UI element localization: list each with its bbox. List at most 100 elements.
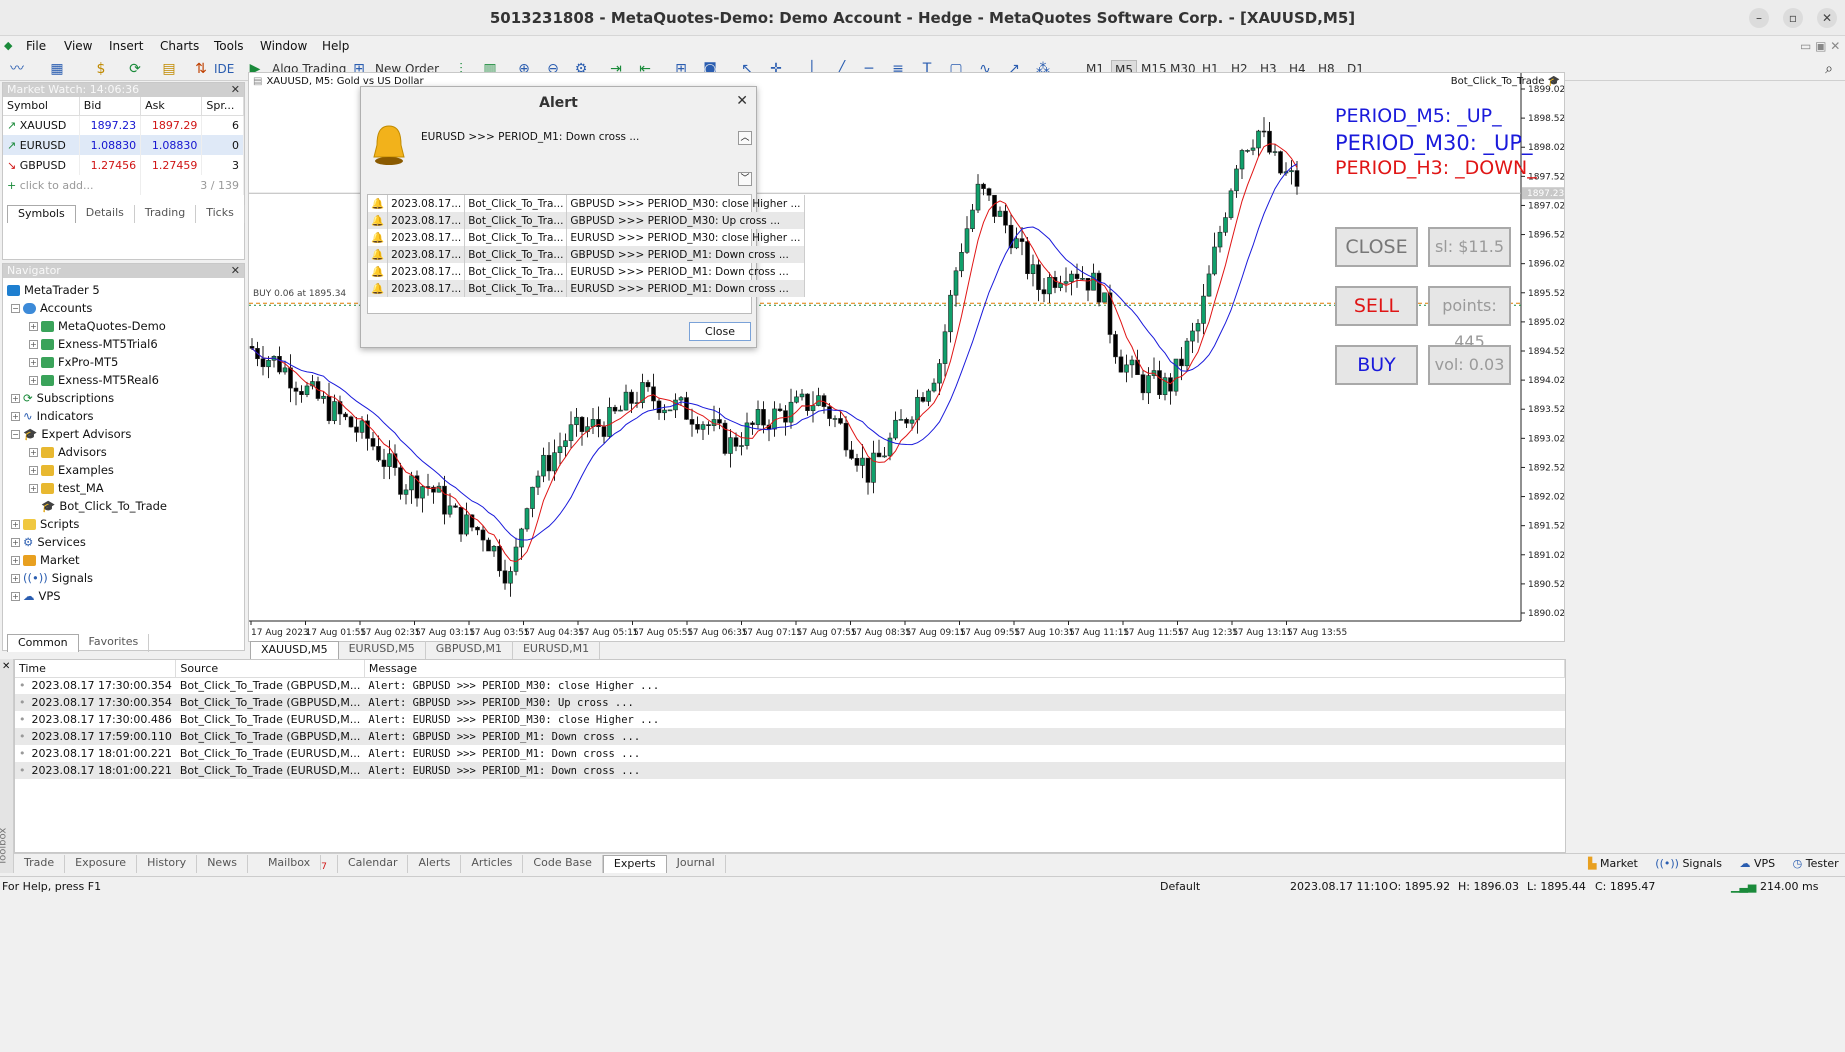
expand-icon[interactable]: + bbox=[11, 574, 20, 583]
tab-journal[interactable]: Journal bbox=[667, 855, 726, 873]
new-order-icon[interactable]: ⊞ bbox=[353, 61, 365, 77]
add-symbol-placeholder[interactable]: click to add... bbox=[19, 178, 94, 192]
chart-menu-icon[interactable]: ▤ bbox=[253, 76, 263, 87]
expand-icon[interactable]: + bbox=[29, 376, 38, 385]
folder-icon[interactable]: ▤ bbox=[162, 61, 176, 77]
alert-row[interactable]: 🔔 2023.08.17... Bot_Click_To_Tra... EURUSD … bbox=[368, 229, 805, 246]
menu-file[interactable]: File bbox=[26, 39, 47, 53]
nav-account-fxpro[interactable]: + FxPro-MT5 bbox=[29, 354, 118, 370]
table-row[interactable]: ↘ GBPUSD 1.27456 1.27459 3 bbox=[3, 155, 244, 175]
grid-icon[interactable]: ⊞ bbox=[675, 61, 687, 77]
expand-icon[interactable]: + bbox=[11, 556, 20, 565]
tab-news[interactable]: News bbox=[197, 855, 248, 873]
tester-link[interactable]: Tester bbox=[1805, 857, 1839, 870]
tab-alerts[interactable]: Alerts bbox=[408, 855, 462, 873]
maximize-button[interactable]: ▫ bbox=[1783, 8, 1803, 28]
column-header[interactable]: Ask bbox=[140, 97, 203, 116]
vertical-line-icon[interactable]: │ bbox=[807, 61, 817, 77]
nav-indicators[interactable]: + ∿ Indicators bbox=[11, 408, 93, 424]
autoscroll-icon[interactable]: ⇥ bbox=[610, 61, 622, 77]
expand-icon[interactable]: + bbox=[29, 448, 38, 457]
close-window-button[interactable]: ✕ bbox=[1817, 8, 1837, 28]
objects-icon[interactable]: ↗ bbox=[1008, 61, 1020, 77]
expand-icon[interactable]: + bbox=[11, 394, 20, 403]
nav-vps[interactable]: + ☁ VPS bbox=[11, 588, 61, 604]
expand-icon[interactable]: + bbox=[29, 340, 38, 349]
tab-common[interactable]: Common bbox=[7, 634, 79, 652]
table-row[interactable]: • 2023.08.17 18:01:00.221 Bot_Click_To_Tra… bbox=[15, 762, 1565, 779]
tab-code-base[interactable]: Code Base bbox=[523, 855, 603, 873]
status-profile[interactable]: Default bbox=[1160, 880, 1201, 893]
menu-window[interactable]: Window bbox=[260, 39, 308, 53]
buy-button[interactable]: BUY bbox=[1335, 345, 1418, 385]
cursor-icon[interactable]: ↖ bbox=[741, 61, 753, 77]
nav-signals[interactable]: + ((•)) Signals bbox=[11, 570, 93, 586]
tab-chart-xauusd-m5[interactable]: XAUUSD,M5 bbox=[250, 641, 339, 659]
nav-examples[interactable]: + Examples bbox=[29, 462, 114, 478]
zoom-out-icon[interactable]: ⊖ bbox=[547, 61, 559, 77]
new-chart-icon[interactable]: ▦ bbox=[50, 61, 64, 77]
table-row[interactable]: • 2023.08.17 18:01:00.221 Bot_Click_To_Tra… bbox=[15, 745, 1565, 762]
menu-charts[interactable]: Charts bbox=[160, 39, 200, 53]
alert-row[interactable]: 🔔 2023.08.17... Bot_Click_To_Tra... GBPUSD … bbox=[368, 195, 805, 212]
expand-icon[interactable]: + bbox=[11, 412, 20, 421]
horizontal-line-icon[interactable]: ─ bbox=[864, 61, 874, 77]
table-row[interactable]: • 2023.08.17 17:30:00.354 Bot_Click_To_Tra… bbox=[15, 677, 1565, 694]
expand-icon[interactable]: + bbox=[29, 322, 38, 331]
menu-view[interactable]: View bbox=[64, 39, 93, 53]
nav-scripts[interactable]: + Scripts bbox=[11, 516, 79, 532]
nav-account-exness-trial[interactable]: + Exness-MT5Trial6 bbox=[29, 336, 158, 352]
close-icon[interactable]: ✕ bbox=[230, 83, 240, 96]
nav-account-exness-real[interactable]: + Exness-MT5Real6 bbox=[29, 372, 159, 388]
zoom-in-icon[interactable]: ⊕ bbox=[518, 61, 530, 77]
alert-row[interactable]: 🔔 2023.08.17... Bot_Click_To_Tra... GBPUSD … bbox=[368, 246, 805, 263]
tab-chart-eurusd-m5[interactable]: EURUSD,M5 bbox=[339, 641, 426, 659]
close-position-button[interactable]: CLOSE bbox=[1335, 227, 1418, 267]
collapse-icon[interactable]: − bbox=[11, 430, 20, 439]
expand-icon[interactable]: + bbox=[29, 466, 38, 475]
nav-account-metaquotes[interactable]: + MetaQuotes-Demo bbox=[29, 318, 166, 334]
expand-icon[interactable]: + bbox=[11, 592, 20, 601]
ide-button[interactable]: IDE bbox=[214, 62, 235, 76]
column-header[interactable]: Symbol bbox=[3, 97, 80, 116]
alert-row[interactable]: 🔔 2023.08.17... Bot_Click_To_Tra... GBPUSD … bbox=[368, 212, 805, 229]
strategy-icon[interactable]: ⇅ bbox=[195, 61, 207, 77]
expand-icon[interactable]: + bbox=[11, 520, 20, 529]
column-header[interactable]: Bid bbox=[79, 97, 142, 116]
expand-icon[interactable]: + bbox=[29, 484, 38, 493]
tab-exposure[interactable]: Exposure bbox=[65, 855, 138, 873]
indicator-icon[interactable]: ∿ bbox=[979, 61, 991, 77]
alert-row[interactable]: 🔔 2023.08.17... Bot_Click_To_Tra... EURUSD … bbox=[368, 280, 805, 297]
refresh-icon[interactable]: ⟳ bbox=[129, 61, 141, 77]
tab-ticks[interactable]: Ticks bbox=[196, 205, 245, 223]
tab-details[interactable]: Details bbox=[76, 205, 135, 223]
expand-icon[interactable]: + bbox=[11, 538, 20, 547]
nav-services[interactable]: + ⚙ Services bbox=[11, 534, 86, 550]
crosshair-icon[interactable]: ✛ bbox=[770, 61, 782, 77]
tab-chart-eurusd-m1[interactable]: EURUSD,M1 bbox=[513, 641, 601, 659]
trendline-icon[interactable]: ╱ bbox=[836, 61, 846, 77]
menu-help[interactable]: Help bbox=[322, 39, 350, 53]
market-link[interactable]: Market bbox=[1599, 857, 1638, 870]
tab-chart-gbpusd-m1[interactable]: GBPUSD,M1 bbox=[426, 641, 513, 659]
menu-tools[interactable]: Tools bbox=[214, 39, 244, 53]
add-symbol-row[interactable]: + click to add... 3 / 139 bbox=[3, 175, 244, 195]
scroll-up-icon[interactable]: ︿ bbox=[738, 131, 752, 145]
chart-shift-icon[interactable]: ⇤ bbox=[639, 61, 651, 77]
tab-history[interactable]: History bbox=[137, 855, 198, 873]
tab-experts[interactable]: Experts bbox=[602, 855, 667, 873]
nav-advisors[interactable]: + Advisors bbox=[29, 444, 107, 460]
tab-articles[interactable]: Articles bbox=[461, 855, 524, 873]
menu-insert[interactable]: Insert bbox=[109, 39, 144, 53]
column-header[interactable]: Source bbox=[175, 660, 365, 678]
nav-expert-advisors[interactable]: − 🎓 Expert Advisors bbox=[11, 426, 131, 442]
table-row[interactable]: • 2023.08.17 17:30:00.354 Bot_Click_To_Tra… bbox=[15, 694, 1565, 711]
nav-accounts[interactable]: − Accounts bbox=[11, 300, 92, 316]
alert-row[interactable]: 🔔 2023.08.17... Bot_Click_To_Tra... EURUSD … bbox=[368, 263, 805, 280]
close-icon[interactable]: ✕ bbox=[230, 264, 240, 277]
nav-subscriptions[interactable]: + ⟳ Subscriptions bbox=[11, 390, 114, 406]
chart-type-icon[interactable]: 〰 bbox=[10, 61, 24, 77]
tab-calendar[interactable]: Calendar bbox=[338, 855, 409, 873]
tab-mailbox[interactable]: Mailbox 7 bbox=[248, 855, 338, 873]
channel-icon[interactable]: ≡ bbox=[892, 61, 904, 77]
